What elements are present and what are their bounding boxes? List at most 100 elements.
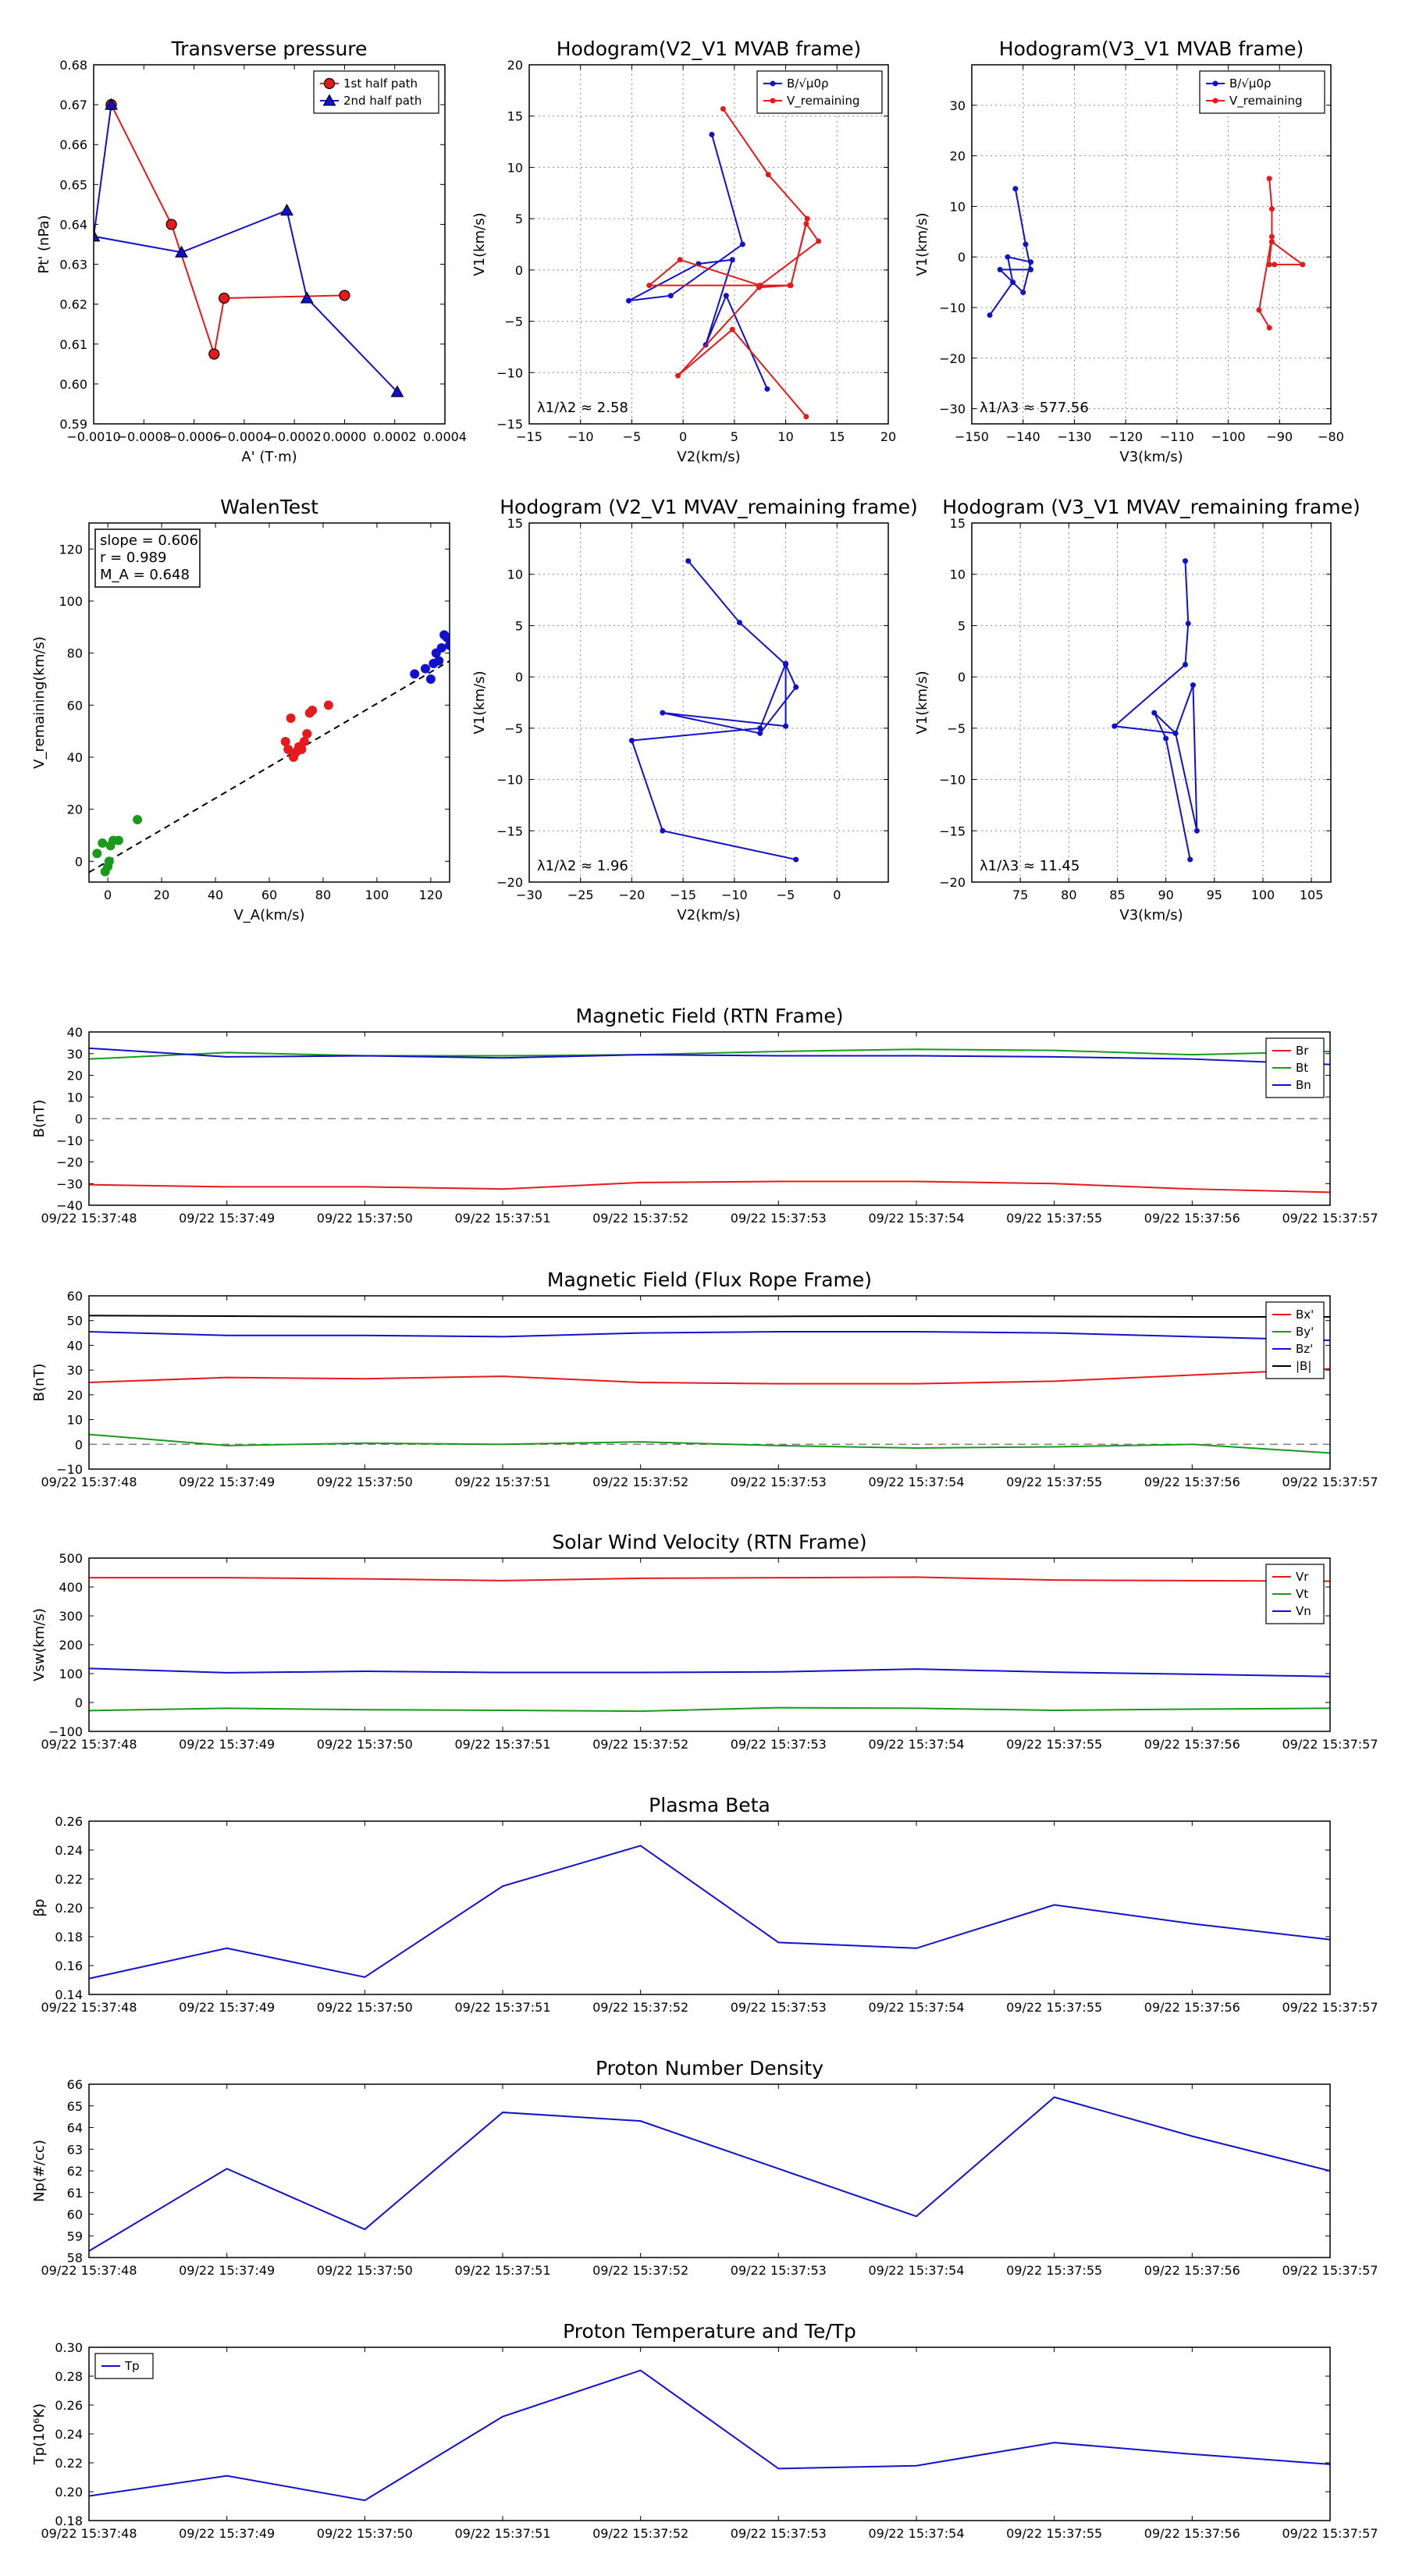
axes-frame bbox=[971, 64, 1332, 425]
y-tick-label: 0.18 bbox=[55, 1930, 83, 1944]
x-tick-label: 09/22 15:37:51 bbox=[454, 2000, 550, 2015]
chart-title: Plasma Beta bbox=[649, 1794, 770, 1816]
plot-area bbox=[89, 1047, 1330, 1194]
data-point bbox=[113, 835, 123, 845]
legend-marker bbox=[1212, 80, 1218, 87]
y-tick-label: 0.65 bbox=[59, 177, 87, 192]
annotation-box bbox=[94, 528, 201, 588]
data-point bbox=[1268, 233, 1275, 240]
y-axis-label: βp bbox=[31, 1899, 48, 1917]
plot-area bbox=[94, 98, 404, 397]
x-tick-label: 09/22 15:37:49 bbox=[179, 1737, 275, 1752]
data-point bbox=[92, 849, 102, 859]
data-point bbox=[297, 745, 307, 754]
legend-label: 1st half path bbox=[343, 76, 418, 91]
x-tick-label: 09/22 15:37:57 bbox=[1282, 1475, 1378, 1489]
y-tick-label: −15 bbox=[496, 824, 523, 838]
data-point bbox=[165, 219, 177, 230]
x-tick-label: −0.0010 bbox=[66, 429, 120, 444]
x-tick-label: 120 bbox=[419, 888, 443, 902]
y-axis-label: V1(km/s) bbox=[914, 671, 930, 734]
y-tick-label: 120 bbox=[59, 542, 83, 557]
legend-label: 2nd half path bbox=[343, 94, 422, 108]
x-tick-label: 09/22 15:37:51 bbox=[454, 2526, 550, 2541]
data-point bbox=[803, 414, 809, 420]
x-tick-label: 100 bbox=[365, 888, 389, 902]
data-point bbox=[756, 284, 762, 290]
legend-marker bbox=[322, 94, 336, 106]
data-point bbox=[323, 700, 333, 710]
y-tick-label: −10 bbox=[939, 773, 966, 788]
data-point bbox=[1187, 856, 1193, 863]
x-tick-label: 09/22 15:37:54 bbox=[868, 1475, 964, 1489]
legend-box bbox=[1199, 70, 1325, 114]
y-tick-label: −30 bbox=[56, 1176, 83, 1191]
x-tick-label: 09/22 15:37:57 bbox=[1282, 1737, 1378, 1752]
y-tick-label: 0.20 bbox=[55, 2485, 83, 2500]
y-tick-label: 0.18 bbox=[55, 2514, 83, 2528]
y-tick-label: 0 bbox=[958, 250, 966, 265]
data-point bbox=[1300, 262, 1306, 268]
axes-frame bbox=[88, 2083, 1331, 2258]
series-line-0 bbox=[89, 1180, 1330, 1194]
y-tick-label: 300 bbox=[59, 1609, 83, 1624]
data-point bbox=[339, 290, 350, 301]
y-tick-label: 0.22 bbox=[55, 1872, 83, 1887]
x-axis-label: V3(km/s) bbox=[1119, 449, 1183, 465]
y-tick-label: −5 bbox=[504, 315, 523, 329]
x-tick-label: −80 bbox=[1318, 429, 1344, 444]
plot-area bbox=[625, 106, 822, 420]
data-point bbox=[783, 660, 789, 667]
y-tick-label: 20 bbox=[507, 58, 523, 73]
plot-area bbox=[1112, 558, 1200, 863]
data-point bbox=[425, 674, 436, 684]
y-tick-label: 0 bbox=[515, 263, 523, 278]
data-point bbox=[660, 827, 666, 834]
axes-frame bbox=[88, 522, 450, 883]
chart-title: Solar Wind Velocity (RTN Frame) bbox=[552, 1531, 866, 1553]
series-line-0 bbox=[89, 1368, 1330, 1385]
series-line-1 bbox=[94, 104, 398, 393]
x-tick-label: 09/22 15:37:49 bbox=[179, 1475, 275, 1489]
x-axis-label: V2(km/s) bbox=[677, 907, 740, 923]
data-point bbox=[764, 386, 770, 392]
y-tick-label: 10 bbox=[507, 160, 523, 175]
x-tick-label: 09/22 15:37:53 bbox=[731, 1475, 827, 1489]
data-point bbox=[1190, 682, 1196, 688]
y-tick-label: −5 bbox=[504, 721, 523, 736]
data-point bbox=[94, 229, 101, 242]
ratio-annotation: λ1/λ2 ≈ 2.58 bbox=[537, 400, 628, 416]
y-tick-label: 30 bbox=[67, 1047, 83, 1062]
x-tick-label: 80 bbox=[315, 888, 331, 902]
x-tick-label: 5 bbox=[731, 429, 738, 444]
y-tick-label: 0.20 bbox=[55, 1901, 83, 1916]
x-tick-label: 09/22 15:37:49 bbox=[179, 1211, 275, 1226]
chart-title: Magnetic Field (Flux Rope Frame) bbox=[547, 1268, 872, 1291]
y-tick-label: 400 bbox=[59, 1580, 83, 1595]
x-tick-label: 09/22 15:37:53 bbox=[731, 1211, 827, 1226]
x-tick-label: 85 bbox=[1109, 888, 1125, 902]
y-tick-label: −20 bbox=[56, 1155, 83, 1170]
hodogram-v3v1-mvab-chart: Hodogram(V3_V1 MVAB frame) −150 −140 −130 −1… bbox=[914, 37, 1344, 465]
x-tick-label: 09/22 15:37:50 bbox=[317, 2526, 413, 2541]
data-point bbox=[1012, 186, 1019, 192]
chart-title: Hodogram (V3_V1 MVAV_remaining frame) bbox=[942, 496, 1361, 518]
plot-area bbox=[89, 2096, 1330, 2252]
y-tick-label: −20 bbox=[496, 875, 523, 890]
x-tick-label: 09/22 15:37:50 bbox=[317, 2000, 413, 2015]
x-tick-label: 09/22 15:37:56 bbox=[1144, 1211, 1240, 1226]
x-tick-label: 09/22 15:37:51 bbox=[454, 2263, 550, 2278]
x-tick-label: 20 bbox=[154, 888, 169, 902]
chart-title: Hodogram(V3_V1 MVAB frame) bbox=[999, 37, 1304, 60]
transverse-pressure-chart: Transverse pressure −0.0010−0.0008−0.0006… bbox=[36, 37, 467, 465]
y-tick-label: 61 bbox=[67, 2186, 83, 2201]
data-point bbox=[100, 866, 110, 877]
x-tick-label: −120 bbox=[1108, 429, 1143, 444]
y-tick-label: 60 bbox=[67, 2208, 83, 2222]
x-tick-label: −130 bbox=[1057, 429, 1091, 444]
y-tick-label: 0 bbox=[75, 854, 83, 869]
x-tick-label: 09/22 15:37:51 bbox=[454, 1737, 550, 1752]
y-tick-label: −100 bbox=[48, 1724, 83, 1739]
y-tick-label: 5 bbox=[515, 212, 523, 226]
